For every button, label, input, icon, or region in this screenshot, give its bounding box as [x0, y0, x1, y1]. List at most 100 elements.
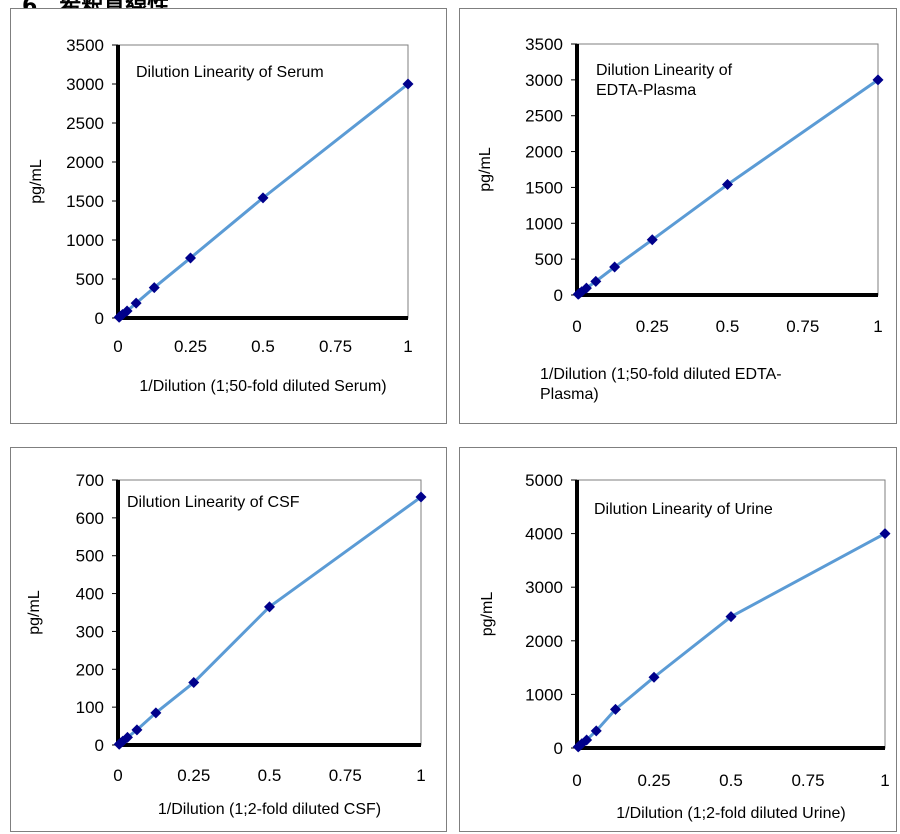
chart-panel-csf: 0 100 200 300 400 500 600 700 0 0.25 0.5 0.75 1 Dilut… [10, 447, 447, 832]
data-point-marker [590, 725, 602, 737]
x-tick-label: 1 [873, 317, 882, 336]
chart-edta-plasma: 0 500 1000 1500 2000 2500 3000 3500 0 0.25 0.5 0.75… [477, 35, 884, 403]
chart-title: Dilution Linearity of [596, 62, 733, 79]
x-axis-label: 1/Dilution (1;50-fold diluted EDTA- [540, 366, 782, 383]
data-point-marker [117, 735, 129, 747]
chart-urine: 0 1000 2000 3000 4000 5000 0 0.25 0.5 0.75 1 Diluti… [479, 471, 891, 822]
chart-panel-edta-plasma: 0 500 1000 1500 2000 2500 3000 3500 0 0.25 0.5 0.75… [459, 8, 897, 424]
chart-title: Dilution Linearity of CSF [127, 494, 300, 511]
y-axis-label: pg/mL [477, 147, 494, 192]
y-tick-label: 100 [76, 698, 104, 717]
x-tick-label: 1 [880, 771, 889, 790]
x-tick-label: 0 [572, 771, 581, 790]
y-tick-label: 0 [95, 736, 104, 755]
data-point-marker [581, 734, 593, 746]
plot-area-frame [117, 44, 409, 319]
data-point-marker [148, 282, 160, 294]
y-tick-label: 500 [76, 270, 104, 289]
y-tick-label: 4000 [525, 525, 563, 544]
data-point-marker [131, 724, 143, 736]
data-point-marker [725, 611, 737, 623]
y-tick-label: 2500 [66, 114, 104, 133]
y-tick-label: 3500 [66, 36, 104, 55]
data-point-marker [872, 74, 884, 86]
chart-serum: 0 500 1000 1500 2000 2500 3000 3500 0 0.25 0.5 0.75… [28, 36, 414, 395]
chart-title: Dilution Linearity of Urine [594, 501, 773, 518]
chart-title: EDTA-Plasma [596, 82, 696, 99]
data-point-marker [150, 707, 162, 719]
x-tick-label: 0.5 [251, 337, 275, 356]
data-point-marker [648, 671, 660, 683]
y-tick-label: 0 [554, 739, 563, 758]
x-axis-label: 1/Dilution (1;2-fold diluted Urine) [616, 805, 845, 822]
y-tick-label: 500 [535, 250, 563, 269]
y-tick-label: 1500 [525, 178, 563, 197]
y-tick-label: 300 [76, 622, 104, 641]
x-tick-label: 0.5 [719, 771, 743, 790]
y-tick-label: 200 [76, 660, 104, 679]
x-tick-label: 0 [572, 317, 581, 336]
y-axis-label: pg/mL [28, 159, 45, 204]
y-tick-label: 2000 [525, 143, 563, 162]
y-tick-label: 2000 [525, 632, 563, 651]
y-tick-label: 0 [554, 286, 563, 305]
data-point-marker [121, 305, 133, 317]
data-point-marker [646, 234, 658, 246]
x-tick-label: 0.75 [786, 317, 819, 336]
x-axis-label: Plasma) [540, 386, 599, 403]
data-point-marker [609, 261, 621, 273]
data-point-marker [590, 275, 602, 287]
y-tick-label: 2500 [525, 107, 563, 126]
data-point-marker [610, 703, 621, 715]
x-tick-label: 0.25 [636, 317, 669, 336]
series-line [118, 495, 422, 746]
x-tick-label: 0.5 [716, 317, 740, 336]
y-tick-label: 700 [76, 471, 104, 490]
y-tick-label: 1000 [525, 214, 563, 233]
data-point-marker [402, 78, 414, 90]
y-tick-label: 0 [95, 309, 104, 328]
y-tick-label: 5000 [525, 471, 563, 490]
data-point-marker [130, 297, 142, 309]
chart-title: Dilution Linearity of Serum [136, 64, 324, 81]
data-point-marker [188, 677, 200, 689]
x-tick-label: 1 [403, 337, 412, 356]
data-point-marker [722, 179, 733, 191]
y-axis-label: pg/mL [26, 590, 43, 635]
x-tick-label: 0 [113, 766, 122, 785]
x-tick-label: 0.75 [319, 337, 352, 356]
x-tick-label: 0.5 [258, 766, 282, 785]
y-tick-label: 400 [76, 585, 104, 604]
y-tick-label: 3000 [525, 71, 563, 90]
data-point-marker [264, 601, 275, 613]
y-tick-label: 3500 [525, 35, 563, 54]
data-point-marker [121, 731, 133, 743]
data-point-marker [576, 286, 588, 298]
x-tick-label: 0.25 [637, 771, 670, 790]
data-point-marker [580, 282, 592, 294]
x-tick-label: 0 [113, 337, 122, 356]
y-tick-label: 500 [76, 547, 104, 566]
y-tick-label: 1500 [66, 192, 104, 211]
x-axis-label: 1/Dilution (1;2-fold diluted CSF) [158, 801, 381, 818]
chart-csf: 0 100 200 300 400 500 600 700 0 0.25 0.5 0.75 1 Dilut… [26, 471, 427, 818]
data-point-marker [879, 528, 891, 540]
data-point-marker [257, 192, 269, 204]
y-tick-label: 3000 [66, 75, 104, 94]
y-axis-label: pg/mL [479, 592, 496, 637]
x-axis-label: 1/Dilution (1;50-fold diluted Serum) [139, 378, 386, 395]
x-tick-label: 0.75 [329, 766, 362, 785]
data-point-marker [185, 252, 196, 264]
y-tick-label: 1000 [525, 685, 563, 704]
data-point-marker [415, 491, 427, 503]
x-tick-label: 0.25 [174, 337, 207, 356]
chart-panel-serum: 0 500 1000 1500 2000 2500 3000 3500 0 0.25 0.5 0.75… [10, 8, 447, 424]
y-tick-label: 600 [76, 509, 104, 528]
x-tick-label: 0.25 [177, 766, 210, 785]
y-tick-label: 2000 [66, 153, 104, 172]
x-tick-label: 0.75 [791, 771, 824, 790]
chart-panel-urine: 0 1000 2000 3000 4000 5000 0 0.25 0.5 0.75 1 Diluti… [459, 447, 897, 832]
x-tick-label: 1 [416, 766, 425, 785]
y-tick-label: 3000 [525, 578, 563, 597]
y-tick-label: 1000 [66, 231, 104, 250]
